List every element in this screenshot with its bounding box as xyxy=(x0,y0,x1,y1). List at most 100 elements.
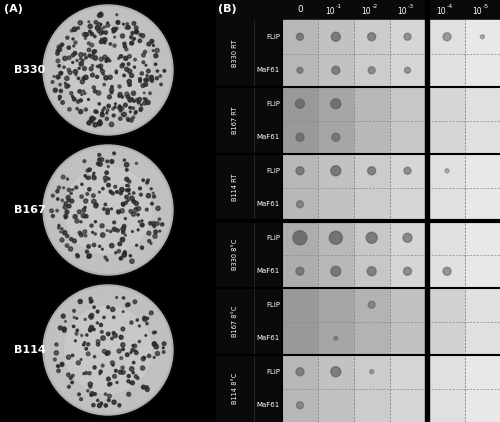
Circle shape xyxy=(150,78,154,81)
Circle shape xyxy=(99,64,102,68)
Circle shape xyxy=(156,206,160,211)
Circle shape xyxy=(142,179,144,181)
Circle shape xyxy=(100,69,104,73)
Circle shape xyxy=(154,54,158,58)
Circle shape xyxy=(85,348,87,350)
Circle shape xyxy=(83,230,86,233)
Circle shape xyxy=(127,200,129,201)
Circle shape xyxy=(74,70,78,74)
Circle shape xyxy=(61,228,63,230)
Circle shape xyxy=(163,70,166,72)
Circle shape xyxy=(105,60,108,62)
Circle shape xyxy=(90,117,94,122)
Bar xyxy=(390,254,426,288)
Circle shape xyxy=(90,116,94,120)
Circle shape xyxy=(88,42,90,45)
Circle shape xyxy=(129,209,132,213)
Bar xyxy=(354,187,390,221)
Text: B330 RT: B330 RT xyxy=(232,40,238,67)
Bar xyxy=(390,221,426,254)
Text: MaF61: MaF61 xyxy=(257,268,280,274)
Circle shape xyxy=(114,369,117,372)
Circle shape xyxy=(126,189,130,192)
Circle shape xyxy=(134,38,136,40)
Bar xyxy=(390,154,426,187)
Circle shape xyxy=(142,357,146,359)
Circle shape xyxy=(133,344,136,348)
Circle shape xyxy=(132,100,135,102)
Circle shape xyxy=(100,402,102,405)
Circle shape xyxy=(110,85,114,88)
Circle shape xyxy=(112,192,114,195)
Circle shape xyxy=(134,31,138,34)
Circle shape xyxy=(103,26,106,28)
Circle shape xyxy=(64,321,66,322)
Circle shape xyxy=(62,230,67,235)
Circle shape xyxy=(122,348,124,351)
Circle shape xyxy=(93,328,95,330)
Circle shape xyxy=(84,216,86,218)
Circle shape xyxy=(144,82,148,87)
Circle shape xyxy=(150,76,154,79)
Circle shape xyxy=(120,64,124,68)
Circle shape xyxy=(128,180,131,183)
Circle shape xyxy=(90,224,93,227)
Circle shape xyxy=(100,158,103,162)
Circle shape xyxy=(138,341,140,343)
Circle shape xyxy=(96,399,99,401)
Circle shape xyxy=(152,50,154,51)
Circle shape xyxy=(152,222,156,225)
Bar xyxy=(430,121,464,154)
Circle shape xyxy=(51,81,54,84)
Circle shape xyxy=(116,27,118,30)
Circle shape xyxy=(115,70,117,72)
Circle shape xyxy=(138,80,141,82)
Text: 10: 10 xyxy=(361,6,370,16)
Circle shape xyxy=(66,36,69,39)
Circle shape xyxy=(118,249,120,253)
Circle shape xyxy=(57,365,59,368)
Circle shape xyxy=(137,214,139,216)
Circle shape xyxy=(58,227,60,229)
Circle shape xyxy=(65,210,69,214)
Circle shape xyxy=(92,199,96,204)
Circle shape xyxy=(141,357,145,361)
Circle shape xyxy=(124,201,127,204)
Bar xyxy=(390,187,426,221)
Circle shape xyxy=(140,107,143,111)
Circle shape xyxy=(86,244,90,248)
Circle shape xyxy=(152,195,156,198)
Circle shape xyxy=(106,259,108,261)
Circle shape xyxy=(94,90,96,93)
Circle shape xyxy=(58,225,60,227)
Circle shape xyxy=(114,106,116,108)
Circle shape xyxy=(331,166,341,176)
Circle shape xyxy=(293,231,307,245)
Circle shape xyxy=(124,234,126,236)
Circle shape xyxy=(160,83,162,86)
Circle shape xyxy=(127,380,130,383)
Circle shape xyxy=(110,307,115,311)
Circle shape xyxy=(66,244,68,247)
Text: -2: -2 xyxy=(372,3,378,8)
Circle shape xyxy=(118,404,121,407)
Circle shape xyxy=(102,248,103,250)
Circle shape xyxy=(108,166,109,168)
Circle shape xyxy=(98,403,102,408)
Circle shape xyxy=(87,254,90,258)
Bar xyxy=(464,288,500,322)
Circle shape xyxy=(66,373,70,376)
Text: FLiP: FLiP xyxy=(266,369,280,375)
Circle shape xyxy=(143,101,146,105)
Circle shape xyxy=(104,41,106,44)
Circle shape xyxy=(124,56,128,60)
Circle shape xyxy=(89,315,92,318)
Circle shape xyxy=(70,376,72,379)
Circle shape xyxy=(118,92,122,96)
Circle shape xyxy=(162,342,166,346)
Circle shape xyxy=(78,77,80,80)
Bar xyxy=(430,355,464,389)
Circle shape xyxy=(131,32,134,35)
Circle shape xyxy=(132,371,134,374)
Bar xyxy=(426,0,430,422)
